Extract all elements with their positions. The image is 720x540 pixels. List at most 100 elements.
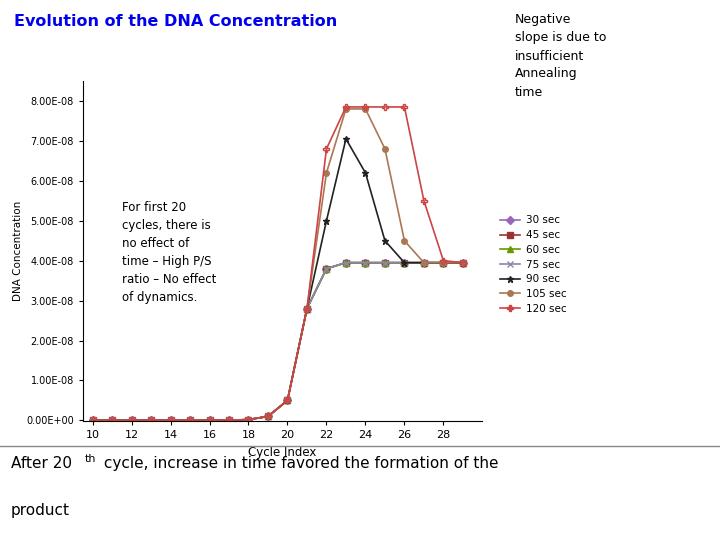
120 sec [302, 305, 311, 312]
120 sec [244, 416, 253, 423]
90 sec [302, 305, 311, 312]
75 sec [341, 259, 350, 266]
90 sec [322, 218, 330, 224]
120 sec [89, 417, 97, 424]
90 sec [381, 238, 390, 244]
45 sec [186, 417, 194, 424]
45 sec [166, 417, 175, 424]
45 sec [244, 416, 253, 423]
30 sec [147, 417, 156, 424]
60 sec [439, 259, 448, 266]
45 sec [459, 259, 467, 266]
105 sec [166, 417, 175, 424]
30 sec [400, 259, 409, 266]
Line: 120 sec: 120 sec [90, 104, 466, 423]
30 sec [459, 259, 467, 266]
75 sec [108, 417, 117, 424]
90 sec [166, 417, 175, 424]
30 sec [89, 417, 97, 424]
105 sec [420, 259, 428, 266]
60 sec [186, 417, 194, 424]
75 sec [459, 259, 467, 266]
Text: For first 20
cycles, there is
no effect of
time – High P/S
ratio – No effect
of : For first 20 cycles, there is no effect … [122, 201, 216, 304]
60 sec [147, 417, 156, 424]
Legend: 30 sec, 45 sec, 60 sec, 75 sec, 90 sec, 105 sec, 120 sec: 30 sec, 45 sec, 60 sec, 75 sec, 90 sec, … [500, 215, 566, 314]
Line: 105 sec: 105 sec [90, 106, 466, 423]
120 sec [322, 146, 330, 152]
60 sec [361, 259, 370, 266]
105 sec [341, 106, 350, 112]
120 sec [186, 417, 194, 424]
45 sec [381, 259, 390, 266]
75 sec [283, 397, 292, 404]
75 sec [186, 417, 194, 424]
60 sec [89, 417, 97, 424]
45 sec [264, 413, 272, 420]
120 sec [283, 397, 292, 404]
30 sec [127, 417, 136, 424]
Line: 30 sec: 30 sec [90, 260, 466, 423]
30 sec [439, 259, 448, 266]
60 sec [205, 417, 214, 424]
45 sec [89, 417, 97, 424]
105 sec [89, 417, 97, 424]
45 sec [322, 266, 330, 272]
90 sec [89, 417, 97, 424]
30 sec [381, 259, 390, 266]
60 sec [381, 259, 390, 266]
60 sec [127, 417, 136, 424]
30 sec [244, 416, 253, 423]
30 sec [341, 259, 350, 266]
120 sec [459, 259, 467, 266]
30 sec [225, 417, 233, 423]
75 sec [322, 266, 330, 272]
120 sec [147, 417, 156, 424]
Line: 45 sec: 45 sec [90, 260, 466, 423]
105 sec [127, 417, 136, 424]
30 sec [283, 397, 292, 404]
60 sec [420, 259, 428, 266]
105 sec [322, 170, 330, 176]
75 sec [400, 259, 409, 266]
Text: Negative
slope is due to
insufficient
Annealing
time: Negative slope is due to insufficient An… [515, 14, 606, 98]
105 sec [147, 417, 156, 424]
120 sec [381, 104, 390, 110]
105 sec [459, 259, 467, 266]
90 sec [439, 259, 448, 266]
30 sec [186, 417, 194, 424]
75 sec [381, 259, 390, 266]
60 sec [225, 417, 233, 423]
60 sec [283, 397, 292, 404]
Y-axis label: DNA Concentration: DNA Concentration [13, 201, 23, 301]
45 sec [341, 259, 350, 266]
Line: 90 sec: 90 sec [89, 136, 467, 424]
120 sec [439, 258, 448, 264]
75 sec [361, 259, 370, 266]
60 sec [302, 305, 311, 312]
75 sec [244, 416, 253, 423]
90 sec [147, 417, 156, 424]
75 sec [89, 417, 97, 424]
90 sec [127, 417, 136, 424]
105 sec [400, 238, 409, 244]
75 sec [166, 417, 175, 424]
105 sec [108, 417, 117, 424]
75 sec [420, 259, 428, 266]
60 sec [264, 413, 272, 420]
120 sec [400, 104, 409, 110]
75 sec [439, 259, 448, 266]
30 sec [108, 417, 117, 424]
60 sec [322, 266, 330, 272]
45 sec [439, 259, 448, 266]
30 sec [205, 417, 214, 424]
60 sec [166, 417, 175, 424]
Text: cycle, increase in time favored the formation of the: cycle, increase in time favored the form… [99, 456, 499, 471]
105 sec [225, 417, 233, 423]
105 sec [283, 397, 292, 404]
45 sec [302, 305, 311, 312]
30 sec [322, 266, 330, 272]
120 sec [166, 417, 175, 424]
75 sec [264, 413, 272, 420]
45 sec [205, 417, 214, 424]
105 sec [439, 259, 448, 266]
